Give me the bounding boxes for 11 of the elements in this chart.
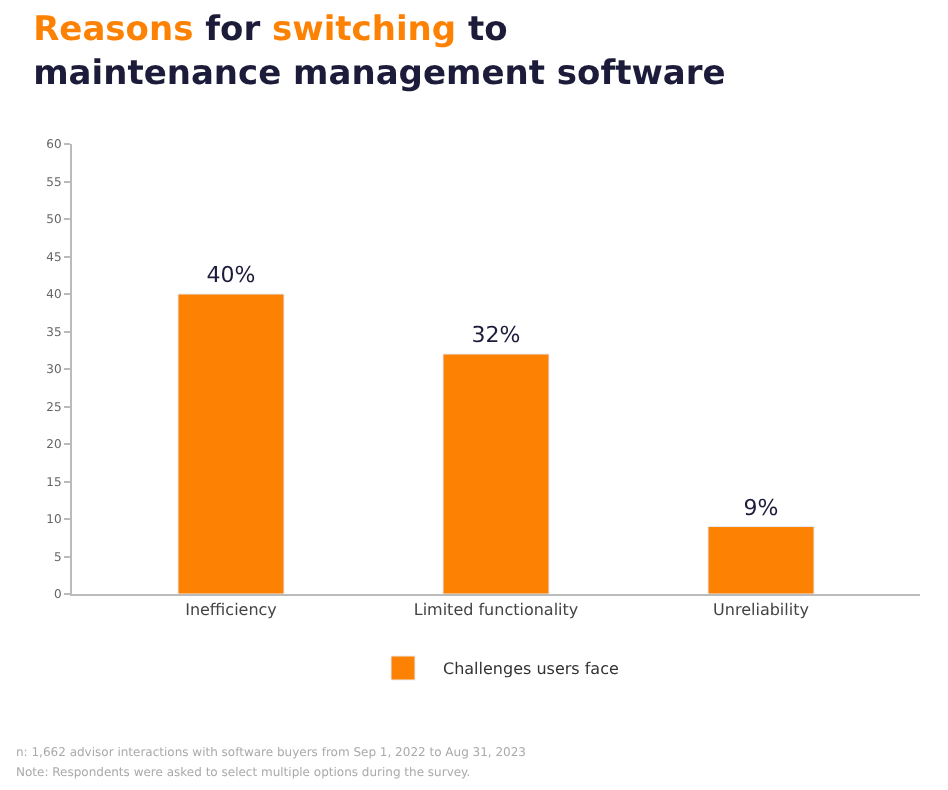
data-label: 9% bbox=[743, 494, 779, 521]
bar bbox=[707, 526, 815, 594]
legend-label: Challenges users face bbox=[443, 660, 619, 679]
bar bbox=[442, 353, 550, 594]
bar bbox=[177, 293, 285, 594]
x-tick-label: Unreliability bbox=[713, 601, 810, 620]
x-tick-label: Limited functionality bbox=[413, 601, 579, 620]
chart-title: Reasons for switching to maintenance management software bbox=[33, 9, 726, 94]
data-label: 32% bbox=[471, 322, 521, 348]
x-tick-label: Inefficiency bbox=[185, 601, 278, 620]
data-label: 40% bbox=[206, 262, 256, 288]
